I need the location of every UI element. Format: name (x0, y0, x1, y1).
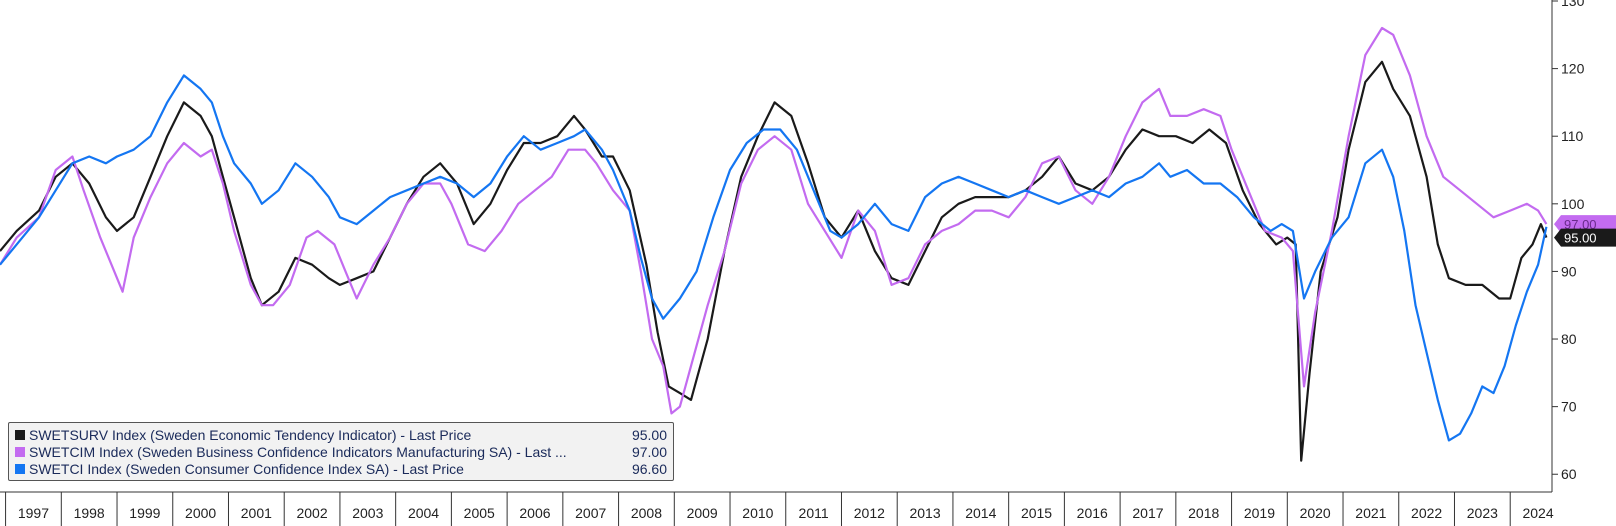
x-tick-label: 2007 (575, 505, 606, 521)
legend-value: 96.60 (631, 460, 667, 477)
x-tick-label: 2016 (1077, 505, 1108, 521)
last-value-tag-label: 95.00 (1564, 231, 1597, 246)
x-tick-label: 2004 (408, 505, 439, 521)
y-axis-ticks: 60 70 80 90 100 110 120 130 (1552, 0, 1585, 482)
legend-value: 97.00 (631, 443, 667, 460)
x-tick-label: 2014 (965, 505, 996, 521)
x-tick-label: 2020 (1300, 505, 1331, 521)
y-tick-label: 90 (1561, 263, 1577, 279)
y-tick-label: 70 (1561, 399, 1577, 415)
last-value-tag-bg (1554, 215, 1616, 234)
x-tick-label: 2006 (519, 505, 550, 521)
x-tick-label: 2008 (631, 505, 662, 521)
x-tick-label: 2009 (687, 505, 718, 521)
x-tick-label: 2021 (1355, 505, 1386, 521)
y-tick-label: 100 (1561, 196, 1585, 212)
x-tick-label: 1999 (129, 505, 160, 521)
x-tick-label: 2022 (1411, 505, 1442, 521)
x-tick-label: 2005 (464, 505, 495, 521)
x-tick-label: 2019 (1244, 505, 1275, 521)
legend-label: SWETCIM Index (Sweden Business Confidenc… (29, 443, 567, 460)
legend-item-swetci: SWETCI Index (Sweden Consumer Confidence… (15, 460, 667, 477)
legend-swatch-swetcim (15, 446, 25, 457)
x-tick-label: 1997 (18, 505, 49, 521)
legend-label: SWETCI Index (Sweden Consumer Confidence… (29, 460, 464, 477)
y-tick-label: 130 (1561, 0, 1585, 9)
legend-item-swetcim: SWETCIM Index (Sweden Business Confidenc… (15, 443, 667, 460)
x-tick-label: 2010 (742, 505, 773, 521)
x-tick-label: 2015 (1021, 505, 1052, 521)
x-tick-label: 2002 (296, 505, 327, 521)
legend: SWETSURV Index (Sweden Economic Tendency… (8, 422, 674, 481)
y-tick-label: 60 (1561, 466, 1577, 482)
x-tick-label: 2012 (854, 505, 885, 521)
x-tick-label: 2018 (1188, 505, 1219, 521)
x-axis-ticks: 1997 1998 1999 2000 2001 2002 2003 2004 2005 2006… (5, 492, 1554, 526)
legend-item-swetsurv: SWETSURV Index (Sweden Economic Tendency… (15, 426, 667, 443)
x-tick-label: 2013 (909, 505, 940, 521)
series-line-swetsurv (0, 60, 1548, 462)
y-tick-label: 110 (1561, 128, 1584, 144)
legend-value: 95.00 (631, 426, 667, 443)
y-tick-label: 120 (1561, 61, 1585, 77)
x-tick-label: 2024 (1522, 505, 1553, 521)
x-tick-label: 2000 (185, 505, 216, 521)
last-value-tag-label: 97.00 (1564, 217, 1597, 232)
series-line-swetci (0, 74, 1548, 442)
series-line-swetcim (0, 26, 1548, 415)
x-tick-label: 2023 (1467, 505, 1498, 521)
legend-swatch-swetsurv (15, 429, 25, 440)
legend-label: SWETSURV Index (Sweden Economic Tendency… (29, 426, 472, 443)
x-tick-label: 2001 (241, 505, 272, 521)
x-tick-label: 1998 (74, 505, 105, 521)
x-tick-label: 2011 (799, 505, 829, 521)
y-tick-label: 80 (1561, 331, 1577, 347)
legend-swatch-swetci (15, 463, 25, 474)
x-tick-label: 2017 (1132, 505, 1163, 521)
series-layer (0, 26, 1548, 462)
x-tick-label: 2003 (352, 505, 383, 521)
last-value-tag-bg (1554, 228, 1616, 247)
